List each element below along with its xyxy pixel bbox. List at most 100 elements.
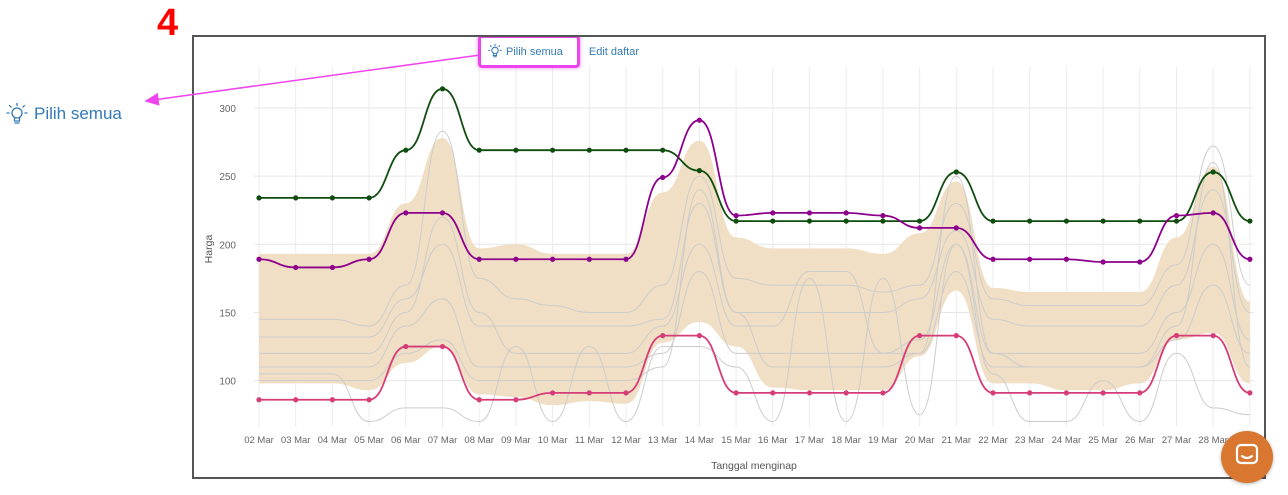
series-point[interactable] <box>476 397 482 403</box>
series-point[interactable] <box>1173 218 1180 224</box>
series-point[interactable] <box>439 86 446 92</box>
series-point[interactable] <box>403 343 409 350</box>
series-point[interactable] <box>1027 218 1033 224</box>
series-point[interactable] <box>806 210 813 216</box>
select-all-label: Pilih semua <box>506 46 563 58</box>
series-point[interactable] <box>990 218 996 224</box>
x-tick-label: 27 Mar <box>1162 435 1192 446</box>
series-point[interactable] <box>550 390 556 396</box>
y-tick-label: 250 <box>219 172 236 183</box>
series-point[interactable] <box>806 218 813 224</box>
series-point[interactable] <box>806 390 813 396</box>
series-point[interactable] <box>1247 218 1253 224</box>
series-point[interactable] <box>586 256 592 262</box>
x-tick-label: 23 Mar <box>1015 435 1045 446</box>
series-point[interactable] <box>1247 390 1253 396</box>
series-point[interactable] <box>329 397 335 403</box>
select-all-button[interactable]: Pilih semua <box>488 43 563 62</box>
zoomed-select-all-callout: Pilih semua <box>6 100 122 128</box>
series-point[interactable] <box>880 218 886 224</box>
series-point[interactable] <box>293 264 299 271</box>
series-point[interactable] <box>1210 169 1216 175</box>
series-point[interactable] <box>366 256 372 262</box>
series-point[interactable] <box>1100 390 1106 396</box>
series-point[interactable] <box>696 168 702 174</box>
series-point[interactable] <box>733 218 739 224</box>
series-point[interactable] <box>1137 218 1143 224</box>
series-point[interactable] <box>586 147 592 153</box>
series-point[interactable] <box>623 390 629 396</box>
series-point[interactable] <box>256 397 262 403</box>
series-point[interactable] <box>256 195 262 201</box>
series-point[interactable] <box>1247 256 1253 262</box>
edit-list-label: Edit daftar <box>588 46 639 58</box>
x-tick-label: 17 Mar <box>795 435 825 446</box>
series-point[interactable] <box>770 210 776 216</box>
series-point[interactable] <box>953 169 959 175</box>
series-point[interactable] <box>550 256 556 262</box>
series-point[interactable] <box>623 256 629 262</box>
series-point[interactable] <box>1063 256 1069 262</box>
series-point[interactable] <box>439 210 446 216</box>
series-point[interactable] <box>917 333 923 339</box>
series-point[interactable] <box>953 333 959 339</box>
step-number: 4 <box>157 2 179 44</box>
series-point[interactable] <box>1063 218 1069 224</box>
series-line <box>259 87 1251 222</box>
series-point[interactable] <box>403 147 409 153</box>
series-point[interactable] <box>990 256 996 262</box>
series-point[interactable] <box>329 264 335 271</box>
series-point[interactable] <box>1173 213 1180 219</box>
series-point[interactable] <box>880 390 886 396</box>
series-point[interactable] <box>1100 218 1106 224</box>
series-point[interactable] <box>1173 333 1180 339</box>
price-range-band <box>259 137 1250 406</box>
series-point[interactable] <box>476 147 482 153</box>
series-point[interactable] <box>476 256 482 262</box>
series-point[interactable] <box>843 390 849 396</box>
series-point[interactable] <box>1100 259 1106 265</box>
series-point[interactable] <box>513 397 519 403</box>
series-point[interactable] <box>439 343 446 350</box>
series-point[interactable] <box>586 390 592 396</box>
series-point[interactable] <box>293 195 299 201</box>
series-point[interactable] <box>366 195 372 201</box>
series-point[interactable] <box>660 174 666 181</box>
x-tick-label: 26 Mar <box>1125 435 1155 446</box>
series-point[interactable] <box>733 213 739 219</box>
series-point[interactable] <box>917 225 923 231</box>
series-point[interactable] <box>660 333 666 339</box>
series-point[interactable] <box>366 397 372 403</box>
series-point[interactable] <box>660 147 666 153</box>
series-point[interactable] <box>990 390 996 396</box>
series-point[interactable] <box>1027 390 1033 396</box>
chat-button[interactable] <box>1221 431 1273 483</box>
series-point[interactable] <box>770 218 776 224</box>
series-point[interactable] <box>843 218 849 224</box>
series-point[interactable] <box>770 390 776 396</box>
series-point[interactable] <box>550 147 556 153</box>
series-point[interactable] <box>403 210 409 216</box>
x-tick-label: 11 Mar <box>575 435 604 446</box>
series-point[interactable] <box>513 256 519 262</box>
x-tick-label: 25 Mar <box>1088 435 1118 446</box>
series-point[interactable] <box>1027 256 1033 262</box>
series-point[interactable] <box>329 195 335 201</box>
series-point[interactable] <box>256 256 262 262</box>
series-point[interactable] <box>293 397 299 403</box>
series-point[interactable] <box>513 147 519 153</box>
series-point[interactable] <box>1210 210 1216 216</box>
series-point[interactable] <box>696 333 702 339</box>
series-point[interactable] <box>953 225 959 231</box>
series-point[interactable] <box>696 117 702 123</box>
series-point[interactable] <box>917 218 923 224</box>
edit-list-link[interactable]: Edit daftar <box>589 46 639 58</box>
series-point[interactable] <box>1210 333 1216 339</box>
series-point[interactable] <box>843 210 849 216</box>
series-point[interactable] <box>1063 390 1069 396</box>
series-point[interactable] <box>623 147 629 153</box>
series-point[interactable] <box>1137 390 1143 396</box>
series-point[interactable] <box>733 390 739 396</box>
series-point[interactable] <box>1137 259 1143 265</box>
series-point[interactable] <box>880 213 886 219</box>
